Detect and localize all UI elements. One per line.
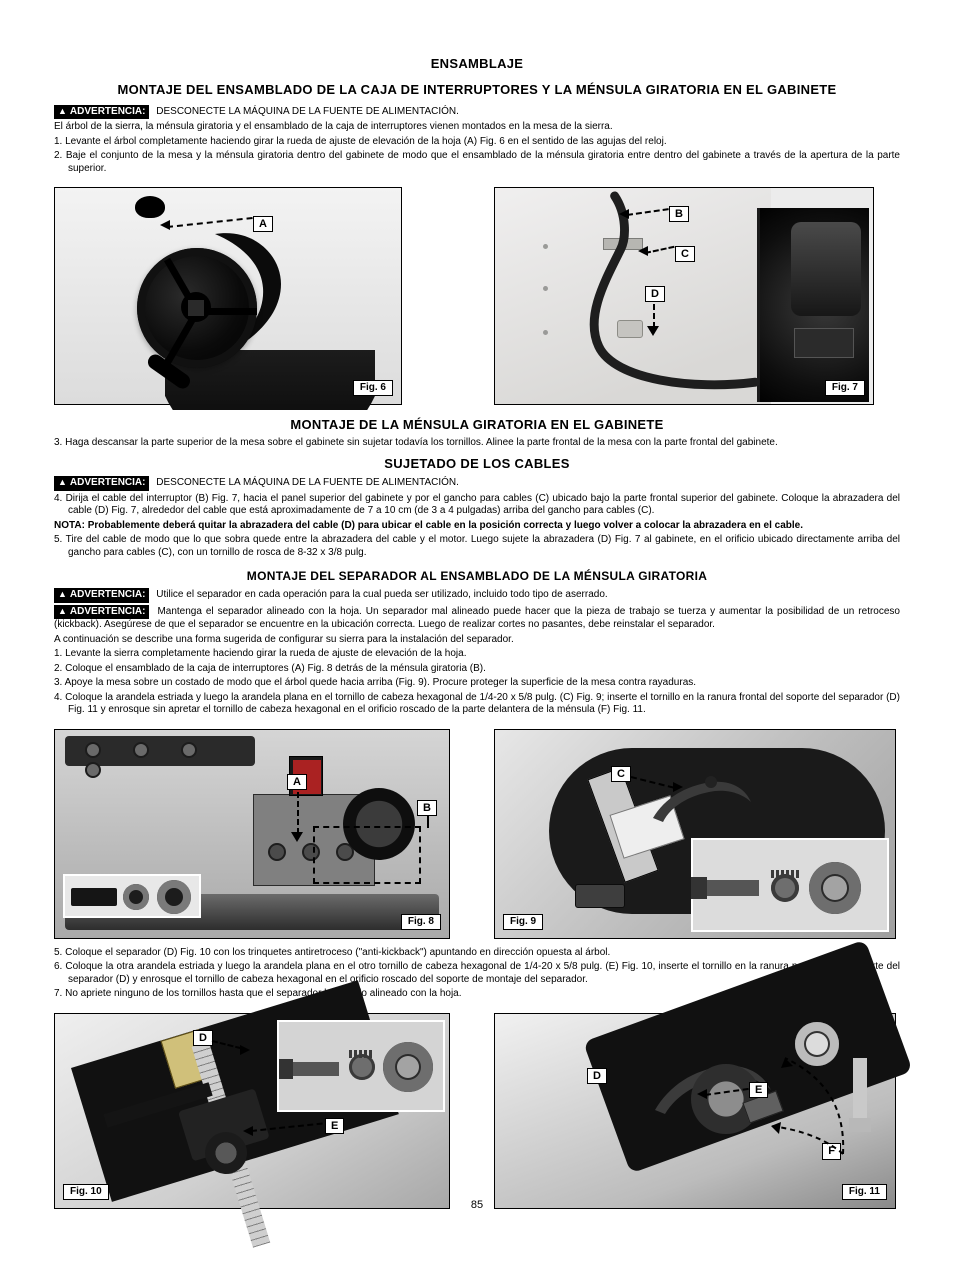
heading-cables: SUJETADO DE LOS CABLES (54, 456, 900, 472)
fig8-callout-A: A (287, 774, 307, 790)
fig8-callout-B: B (417, 800, 437, 816)
pawl-shape (645, 758, 765, 848)
warning-disconnect-text-2: DESCONECTE LA MÁQUINA DE LA FUENTE DE AL… (156, 477, 459, 488)
fig11-label: Fig. 11 (842, 1184, 887, 1200)
step-a2: 2. Baje el conjunto de la mesa y la méns… (68, 150, 900, 175)
warning-splitter-2: ▲ADVERTENCIA: Mantenga el separador alin… (54, 605, 900, 632)
sep-step-2: 2. Coloque el ensamblado de la caja de i… (68, 663, 900, 676)
warning-triangle-icon: ▲ (58, 106, 67, 117)
warning-disconnect-1: ▲ADVERTENCIA: DESCONECTE LA MÁQUINA DE L… (54, 105, 900, 120)
fig11-col: D E F Fig. 11 (494, 1007, 900, 1215)
sep-step-5: 5. Coloque el separador (D) Fig. 10 con … (68, 947, 900, 960)
warning-disconnect-2: ▲ADVERTENCIA: DESCONECTE LA MÁQUINA DE L… (54, 476, 900, 491)
sep-step-4: 4. Coloque la arandela estriada y luego … (68, 692, 900, 717)
fig11-callout-D: D (587, 1068, 607, 1084)
warning-badge-4: ▲ADVERTENCIA: (54, 605, 149, 620)
warning-triangle-icon: ▲ (58, 606, 67, 617)
fig9-label: Fig. 9 (503, 914, 543, 930)
warning-disconnect-text: DESCONECTE LA MÁQUINA DE LA FUENTE DE AL… (156, 106, 459, 117)
page-number: 85 (0, 1199, 954, 1213)
note-clamp: NOTA: Probablemente deberá quitar la abr… (54, 520, 900, 533)
fig6-col: A Fig. 6 (54, 181, 460, 411)
fig10-col: D E Fig. 10 (54, 1007, 460, 1215)
step-a1: 1. Levante el árbol completamente hacien… (68, 136, 900, 149)
heading-splitter: MONTAJE DEL SEPARADOR AL ENSAMBLADO DE L… (54, 569, 900, 584)
fig9-col: C Fig. 9 (494, 723, 900, 945)
step-a4: 4. Dirija el cable del interruptor (B) F… (68, 493, 900, 518)
fig10-callout-D: D (193, 1030, 213, 1046)
fig6-label: Fig. 6 (353, 380, 393, 396)
sep-step-3: 3. Apoye la mesa sobre un costado de mod… (68, 677, 900, 690)
intro-switch: El árbol de la sierra, la ménsula girato… (54, 121, 900, 134)
fig10-callout-E: E (325, 1118, 344, 1134)
heading-switch-mount: MONTAJE DEL ENSAMBLADO DE LA CAJA DE INT… (54, 82, 900, 98)
step-a3: 3. Haga descansar la parte superior de l… (68, 437, 900, 450)
warning-badge-2: ▲ADVERTENCIA: (54, 476, 149, 491)
fig7-col: B C D Fig. 7 (494, 181, 900, 411)
sep-intro: A continuación se describe una forma sug… (54, 634, 900, 647)
fig7-callout-B: B (669, 206, 689, 222)
figure-10: D E Fig. 10 (54, 1013, 450, 1209)
warning-splitter-text-1: Utilice el separador en cada operación p… (156, 589, 607, 600)
fig9-callout-C: C (611, 766, 631, 782)
fig7-callout-D: D (645, 286, 665, 302)
sep-step-1: 1. Levante la sierra completamente hacie… (68, 648, 900, 661)
warning-badge-3: ▲ADVERTENCIA: (54, 588, 149, 603)
fig10-label: Fig. 10 (63, 1184, 109, 1200)
warning-label-text-2: ADVERTENCIA: (70, 477, 146, 488)
figure-row-8-9: A B Fig. 8 C (54, 723, 900, 945)
warning-splitter-text-2: Mantenga el separador alineado con la ho… (54, 606, 900, 631)
figure-9: C Fig. 9 (494, 729, 896, 939)
figure-6: A Fig. 6 (54, 187, 402, 405)
warning-splitter-1: ▲ADVERTENCIA: Utilice el separador en ca… (54, 588, 900, 603)
warning-label-text: ADVERTENCIA: (70, 106, 146, 117)
heading-mount-bracket: MONTAJE DE LA MÉNSULA GIRATORIA EN EL GA… (54, 417, 900, 433)
warning-label-text-3: ADVERTENCIA: (70, 589, 146, 600)
fig7-label: Fig. 7 (825, 380, 865, 396)
curved-dashed-arrow (735, 1044, 855, 1164)
warning-triangle-icon: ▲ (58, 477, 67, 488)
warning-triangle-icon: ▲ (58, 589, 67, 600)
warning-badge: ▲ADVERTENCIA: (54, 105, 149, 120)
figure-row-10-11: D E Fig. 10 (54, 1007, 900, 1215)
fig8-col: A B Fig. 8 (54, 723, 460, 945)
fig7-callout-C: C (675, 246, 695, 262)
figure-11: D E F Fig. 11 (494, 1013, 896, 1209)
figure-8: A B Fig. 8 (54, 729, 450, 939)
fig6-callout-A: A (253, 216, 273, 232)
fig8-label: Fig. 8 (401, 914, 441, 930)
heading-ensamblaje: ENSAMBLAJE (54, 56, 900, 72)
step-b5: 5. Tire del cable de modo que lo que sob… (68, 534, 900, 559)
warning-label-text-4: ADVERTENCIA: (70, 606, 146, 617)
figure-7: B C D Fig. 7 (494, 187, 874, 405)
page: ENSAMBLAJE MONTAJE DEL ENSAMBLADO DE LA … (0, 0, 954, 1235)
figure-row-6-7: A Fig. 6 B C (54, 181, 900, 411)
